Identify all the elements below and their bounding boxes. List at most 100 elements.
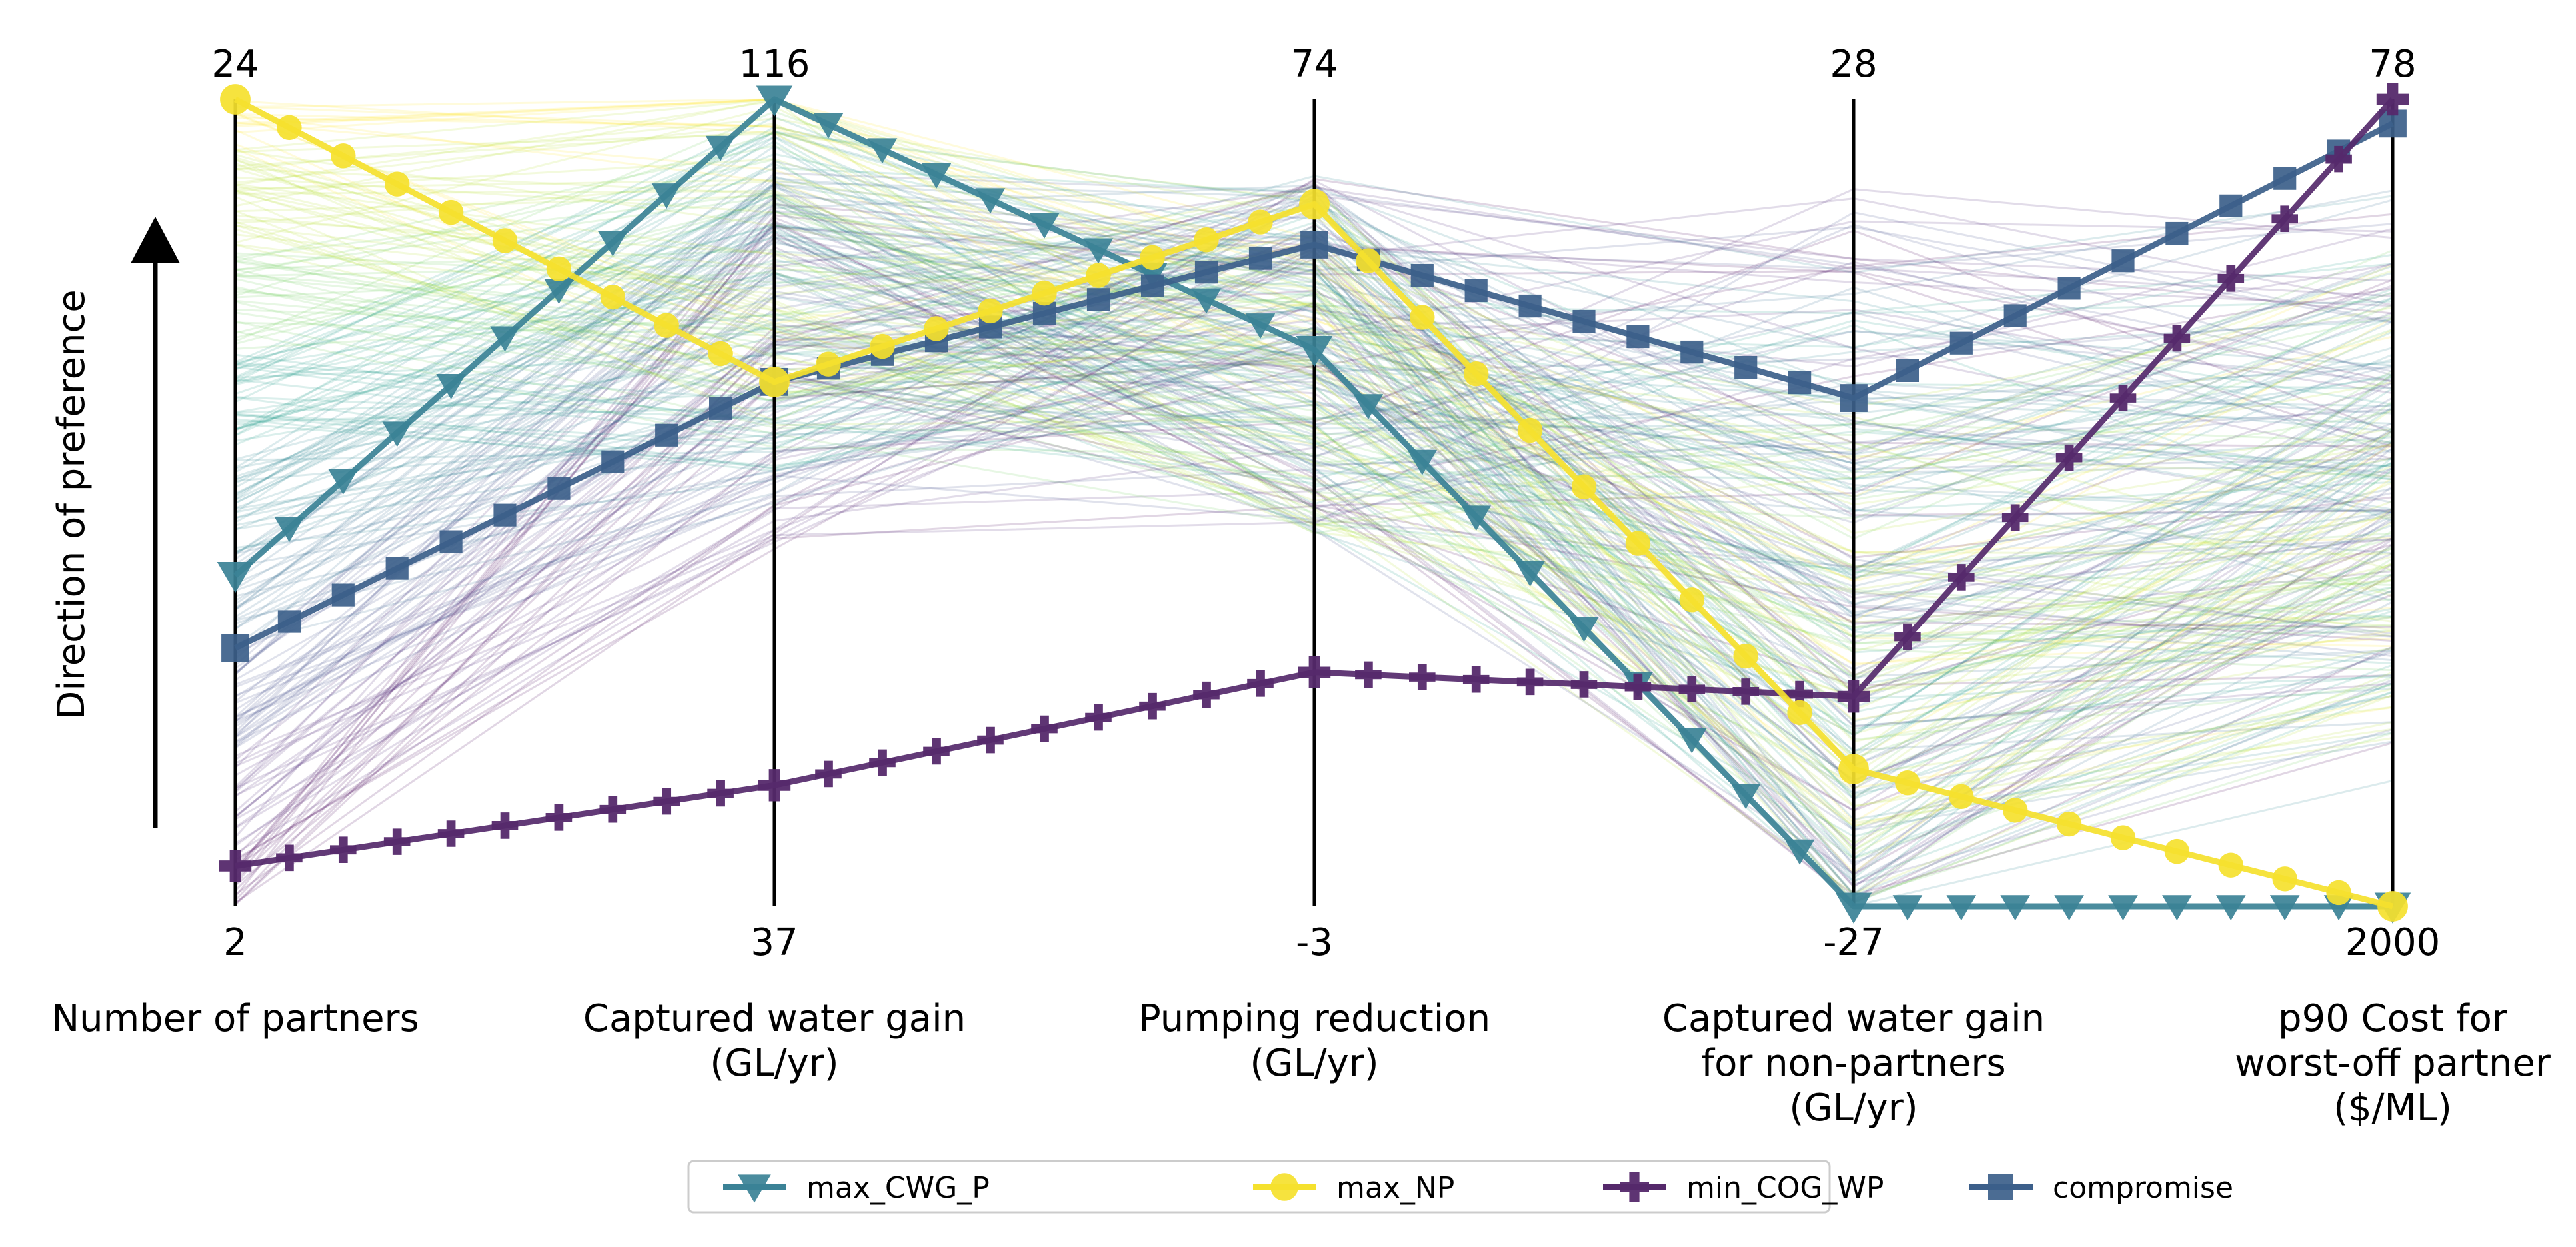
- series-point-max_NP: [546, 256, 572, 282]
- series-point-min_COG_WP: [219, 850, 252, 882]
- series-point-max_NP: [924, 316, 949, 341]
- series-point-max_CWG_P: [813, 113, 844, 139]
- series-point-max_NP: [1787, 700, 1812, 726]
- axis-bottom-value-3: -3: [1296, 921, 1333, 964]
- series-point-max_CWG_P: [867, 138, 898, 164]
- series-point-max_CWG_P: [1407, 449, 1438, 475]
- series-point-compromise: [331, 583, 355, 607]
- series-point-max_NP: [816, 351, 841, 377]
- series-point-compromise: [1248, 247, 1272, 270]
- series-point-min_COG_WP: [707, 780, 734, 807]
- highlighted-series: [217, 83, 2411, 924]
- axis-top-value-4: 28: [1830, 43, 1877, 86]
- series-point-max_NP: [1248, 209, 1273, 235]
- series-point-min_COG_WP: [276, 844, 303, 872]
- series-point-compromise: [2057, 277, 2081, 300]
- series-point-min_COG_WP: [653, 788, 680, 815]
- series-point-max_CWG_P: [490, 326, 520, 352]
- axis-title-4-line-2: for non-partners: [1701, 1042, 2005, 1085]
- series-point-max_CWG_P: [328, 469, 359, 495]
- series-point-min_COG_WP: [1948, 564, 1975, 591]
- series-point-compromise: [1788, 371, 1812, 395]
- series-point-max_NP: [1517, 417, 1543, 443]
- series-point-max_CWG_P: [1191, 288, 1222, 314]
- series-point-min_COG_WP: [815, 760, 842, 788]
- series-point-max_NP: [2002, 798, 2028, 823]
- legend-marker-min_COG_WP: [1620, 1172, 1649, 1202]
- series-point-min_COG_WP: [2055, 444, 2083, 471]
- series-point-compromise: [601, 450, 625, 473]
- series-point-min_COG_WP: [2376, 83, 2409, 116]
- series-point-max_NP: [1679, 587, 1705, 613]
- series-point-max_NP: [2377, 891, 2408, 922]
- axis-bottom-value-1: 2: [223, 921, 247, 964]
- axis-title-4-line-3: (GL/yr): [1789, 1086, 1918, 1130]
- series-point-max_NP: [2110, 825, 2136, 850]
- series-point-max_CWG_P: [1353, 394, 1384, 420]
- series-point-max_NP: [1895, 770, 1920, 796]
- series-point-max_NP: [1194, 227, 1219, 253]
- series-max_NP: [220, 84, 2408, 922]
- series-point-compromise: [1300, 231, 1328, 259]
- series-point-max_NP: [600, 284, 626, 310]
- series-point-compromise: [1410, 263, 1434, 287]
- series-point-max_NP: [331, 143, 356, 169]
- series-point-min_COG_WP: [2109, 385, 2137, 411]
- series-point-min_COG_WP: [1786, 680, 1813, 708]
- series-max_CWG_P: [217, 85, 2411, 924]
- series-point-max_CWG_P: [2162, 895, 2192, 921]
- series-point-max_CWG_P: [1083, 238, 1114, 264]
- series-point-min_COG_WP: [1570, 671, 1598, 698]
- series-point-max_NP: [708, 341, 733, 367]
- series-point-compromise: [709, 397, 732, 420]
- series-point-compromise: [1518, 294, 1542, 318]
- series-point-compromise: [1896, 359, 1919, 382]
- series-point-min_COG_WP: [1298, 656, 1331, 689]
- axis-top-value-1: 24: [211, 43, 259, 86]
- series-point-compromise: [1680, 340, 1704, 364]
- series-point-min_COG_WP: [2217, 265, 2245, 292]
- series-point-compromise: [1032, 301, 1056, 325]
- series-point-max_NP: [654, 313, 679, 338]
- series-point-max_CWG_P: [1515, 561, 1545, 587]
- series-point-max_CWG_P: [1296, 335, 1333, 367]
- series-point-max_NP: [1463, 361, 1489, 387]
- series-point-max_NP: [759, 366, 790, 397]
- series-point-max_CWG_P: [1784, 839, 1815, 865]
- series-point-compromise: [1464, 279, 1488, 303]
- series-point-compromise: [493, 503, 517, 527]
- preference-indicator: Direction of preference: [50, 217, 180, 828]
- series-point-compromise: [2219, 194, 2243, 217]
- series-point-compromise: [277, 610, 301, 633]
- preference-label: Direction of preference: [50, 289, 93, 720]
- series-point-compromise: [655, 423, 678, 447]
- legend-marker-max_CWG_P: [738, 1174, 771, 1203]
- series-point-max_CWG_P: [1245, 313, 1276, 339]
- series-point-min_COG_WP: [977, 726, 1004, 754]
- series-point-min_COG_WP: [330, 836, 357, 864]
- series-point-compromise: [385, 557, 409, 580]
- series-point-max_NP: [277, 115, 302, 141]
- series-point-min_COG_WP: [599, 796, 627, 823]
- axis-bottom-value-4: -27: [1823, 921, 1884, 964]
- series-point-max_CWG_P: [2000, 895, 2031, 921]
- series-point-max_CWG_P: [1569, 617, 1599, 642]
- series-point-max_NP: [2218, 852, 2244, 878]
- series-point-min_COG_WP: [1409, 664, 1436, 690]
- series-point-min_COG_WP: [491, 812, 519, 839]
- axis-top-value-5: 78: [2369, 43, 2416, 86]
- series-point-max_NP: [1949, 784, 1974, 810]
- series-point-compromise: [439, 530, 463, 553]
- series-point-min_COG_WP: [1732, 678, 1759, 705]
- series-point-max_CWG_P: [1835, 892, 1872, 924]
- series-point-min_COG_WP: [1678, 676, 1706, 703]
- series-point-max_CWG_P: [217, 562, 254, 593]
- preference-arrow-head: [131, 217, 180, 263]
- axis-title-5-line-2: worst-off partner: [2235, 1042, 2551, 1085]
- axis-title-2-line-1: Captured water gain: [583, 997, 966, 1040]
- series-point-max_NP: [384, 171, 410, 197]
- axis-title-3-line-2: (GL/yr): [1250, 1042, 1378, 1085]
- legend-marker-compromise: [1988, 1174, 2013, 1200]
- series-point-min_COG_WP: [2325, 145, 2352, 173]
